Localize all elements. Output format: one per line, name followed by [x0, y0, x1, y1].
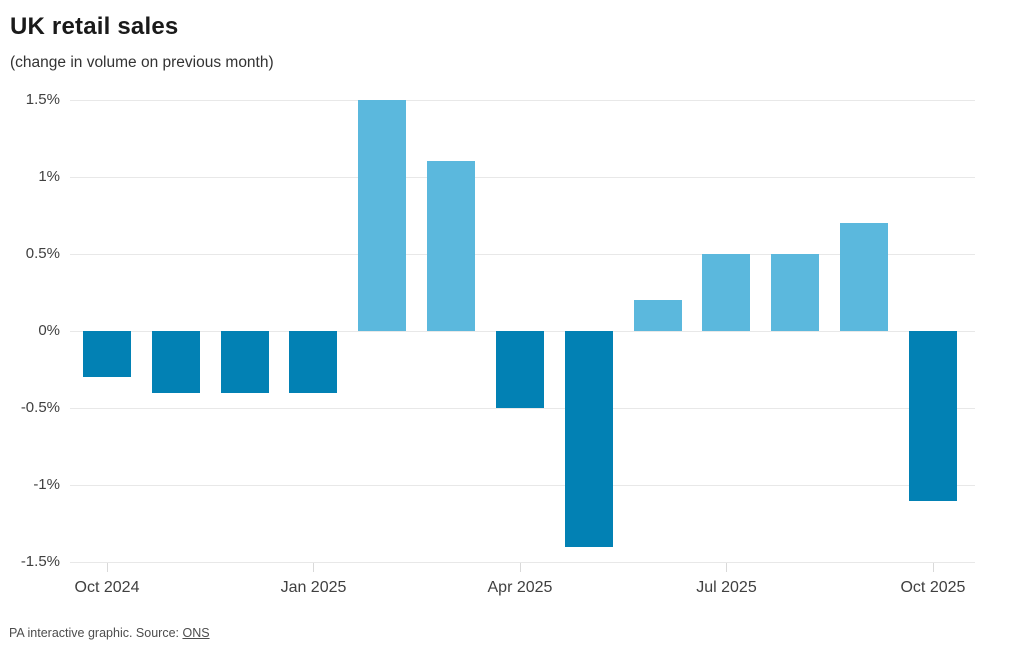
- x-axis-tick-label: Oct 2025: [900, 579, 966, 596]
- x-axis-tick: [726, 563, 728, 572]
- chart-bar-feb-2025[interactable]: [358, 99, 407, 331]
- y-gridline: [70, 253, 975, 255]
- y-axis-tick-label: -1.5%: [20, 553, 60, 571]
- chart-bar-jul-2025[interactable]: [702, 253, 751, 331]
- source-link[interactable]: ONS: [182, 626, 210, 640]
- x-axis-tick-label: Jul 2025: [696, 579, 757, 596]
- chart-subtitle: (change in volume on previous month): [10, 54, 274, 71]
- chart-footer: PA interactive graphic. Source: ONS: [9, 626, 210, 640]
- chart-bar-sep-2025[interactable]: [840, 222, 889, 331]
- chart-bar-aug-2025[interactable]: [771, 253, 820, 331]
- y-gridline: [70, 485, 975, 487]
- chart-bar-nov-2024[interactable]: [151, 331, 200, 393]
- y-gridline: [70, 562, 975, 564]
- chart-bar-oct-2025[interactable]: [908, 331, 957, 501]
- y-axis-tick-label: 0%: [38, 322, 60, 339]
- y-axis-tick-label: 1.5%: [25, 90, 60, 108]
- chart-bar-jan-2025[interactable]: [289, 331, 338, 393]
- chart-bar-may-2025[interactable]: [564, 331, 613, 548]
- y-gridline: [70, 99, 975, 101]
- chart-bar-jun-2025[interactable]: [633, 300, 682, 331]
- y-axis-tick-label: 1%: [38, 167, 60, 185]
- chart-bar-oct-2024[interactable]: [83, 331, 131, 378]
- x-axis-tick: [313, 563, 315, 572]
- x-axis-tick: [519, 563, 521, 572]
- y-axis-tick-label: 0.5%: [25, 244, 60, 262]
- chart-bar-apr-2025[interactable]: [495, 331, 544, 409]
- x-axis-tick: [932, 563, 934, 572]
- chart-bar-mar-2025[interactable]: [427, 161, 476, 331]
- chart-title: UK retail sales: [10, 13, 179, 40]
- chart-bar-dec-2024[interactable]: [220, 331, 269, 393]
- x-axis-tick-label: Oct 2024: [74, 579, 140, 596]
- y-axis-tick-label: -0.5%: [20, 399, 60, 417]
- x-axis-tick-label: Jan 2025: [280, 579, 347, 596]
- y-gridline: [70, 176, 975, 178]
- x-axis-tick: [107, 563, 108, 572]
- credit-text: PA interactive graphic. Source:: [9, 626, 183, 640]
- y-gridline: [70, 408, 975, 410]
- x-axis-tick-label: Apr 2025: [487, 579, 553, 596]
- y-axis-tick-label: -1%: [33, 476, 60, 494]
